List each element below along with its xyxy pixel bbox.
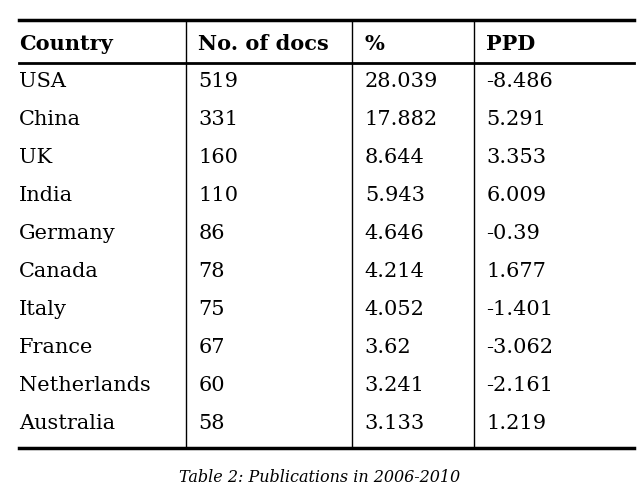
Text: 67: 67 <box>198 338 225 357</box>
Text: 3.241: 3.241 <box>365 376 425 395</box>
Text: 4.646: 4.646 <box>365 224 424 243</box>
Text: USA: USA <box>19 72 66 91</box>
Text: %: % <box>365 33 385 54</box>
Text: 17.882: 17.882 <box>365 110 438 129</box>
Text: -1.401: -1.401 <box>486 300 554 319</box>
Text: No. of docs: No. of docs <box>198 33 329 54</box>
Text: 28.039: 28.039 <box>365 72 438 91</box>
Text: PPD: PPD <box>486 33 536 54</box>
Text: 58: 58 <box>198 414 225 433</box>
Text: 160: 160 <box>198 148 239 167</box>
Text: 60: 60 <box>198 376 225 395</box>
Text: 78: 78 <box>198 262 225 281</box>
Text: 3.353: 3.353 <box>486 148 547 167</box>
Text: 5.943: 5.943 <box>365 186 425 205</box>
Text: 4.052: 4.052 <box>365 300 425 319</box>
Text: Italy: Italy <box>19 300 67 319</box>
Text: Australia: Australia <box>19 414 115 433</box>
Text: France: France <box>19 338 93 357</box>
Text: China: China <box>19 110 81 129</box>
Text: 8.644: 8.644 <box>365 148 424 167</box>
Text: Germany: Germany <box>19 224 116 243</box>
Text: 519: 519 <box>198 72 239 91</box>
Text: 110: 110 <box>198 186 239 205</box>
Text: UK: UK <box>19 148 52 167</box>
Text: 3.62: 3.62 <box>365 338 412 357</box>
Text: -0.39: -0.39 <box>486 224 540 243</box>
Text: -8.486: -8.486 <box>486 72 553 91</box>
Text: 331: 331 <box>198 110 239 129</box>
Text: 6.009: 6.009 <box>486 186 547 205</box>
Text: India: India <box>19 186 74 205</box>
Text: Table 2: Publications in 2006-2010: Table 2: Publications in 2006-2010 <box>179 469 461 486</box>
Text: 5.291: 5.291 <box>486 110 547 129</box>
Text: 4.214: 4.214 <box>365 262 425 281</box>
Text: Canada: Canada <box>19 262 99 281</box>
Text: 1.677: 1.677 <box>486 262 547 281</box>
Text: 1.219: 1.219 <box>486 414 547 433</box>
Text: 86: 86 <box>198 224 225 243</box>
Text: 75: 75 <box>198 300 225 319</box>
Text: -3.062: -3.062 <box>486 338 554 357</box>
Text: Netherlands: Netherlands <box>19 376 151 395</box>
Text: 3.133: 3.133 <box>365 414 425 433</box>
Text: -2.161: -2.161 <box>486 376 554 395</box>
Text: Country: Country <box>19 33 113 54</box>
